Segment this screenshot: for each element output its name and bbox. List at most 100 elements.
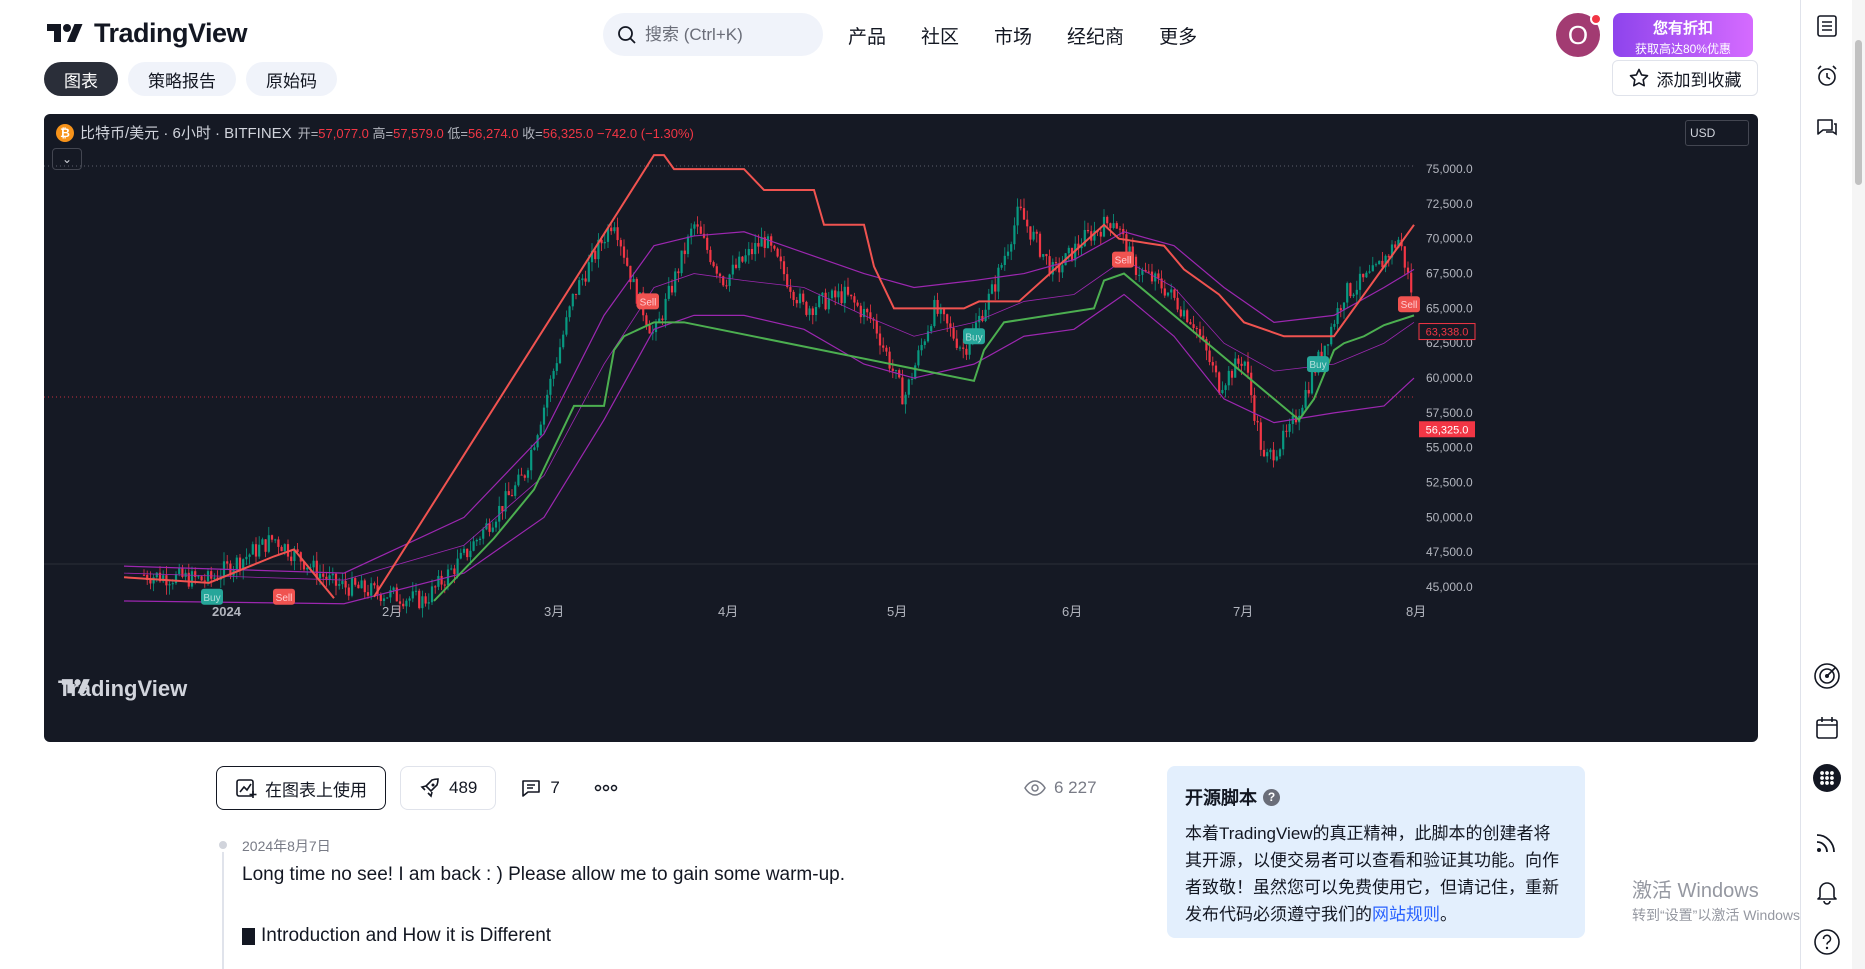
candle-body: [1112, 223, 1115, 229]
promo-button[interactable]: 您有折扣 获取高达80%优惠: [1613, 13, 1753, 57]
candle-body: [949, 323, 952, 328]
candle-body: [213, 577, 216, 579]
windows-activation-watermark: 激活 Windows 转到“设置”以激活 Windows。: [1632, 880, 1815, 923]
candle-body: [242, 559, 245, 570]
buy-signal-label: Buy: [965, 332, 982, 343]
candle-body: [1026, 219, 1029, 227]
candle-body: [597, 239, 600, 260]
candle-body: [693, 224, 696, 229]
search-input[interactable]: [645, 24, 795, 45]
candle-body: [472, 541, 475, 551]
ideas-stream-button[interactable]: [1813, 662, 1841, 690]
signals-button[interactable]: [1813, 828, 1841, 856]
candle-body: [238, 557, 242, 570]
tab-strategy-report[interactable]: 策略报告: [128, 62, 236, 96]
stop-up-line: [433, 272, 1415, 602]
candle-body: [1381, 260, 1384, 268]
comments-button[interactable]: 7: [510, 777, 569, 799]
add-to-favorites-button[interactable]: 添加到收藏: [1612, 60, 1758, 96]
chart-canvas[interactable]: 75,000.0 72,500.0 70,000.0 67,500.0 65,000.0…: [44, 114, 1758, 742]
candle-body: [542, 407, 546, 425]
price-tick-label: 70,000.0: [1426, 232, 1473, 246]
candle-body: [584, 278, 587, 282]
candle-body: [357, 584, 360, 589]
candle-body: [517, 474, 520, 486]
alerts-button[interactable]: [1813, 62, 1841, 90]
more-options-button[interactable]: [584, 783, 628, 793]
boost-button[interactable]: 489: [400, 766, 497, 810]
nav-brokers[interactable]: 经纪商: [1067, 27, 1125, 48]
price-chart[interactable]: 75,000.0 72,500.0 70,000.0 67,500.0 65,000.0…: [44, 114, 1758, 742]
search-box[interactable]: [603, 13, 823, 56]
sell-signal-marker: [1112, 251, 1134, 268]
calendar-button[interactable]: [1813, 714, 1841, 742]
help-icon[interactable]: ?: [1263, 788, 1280, 806]
candle-body: [1342, 302, 1346, 311]
candle-body: [1234, 358, 1237, 378]
open-source-title: 开源脚本 ?: [1185, 784, 1567, 810]
notifications-button[interactable]: [1813, 878, 1841, 906]
candle-body: [1272, 449, 1275, 461]
scrollbar-thumb[interactable]: [1855, 40, 1862, 185]
candle-body: [1128, 246, 1131, 256]
candle-body: [264, 539, 267, 552]
nav-markets[interactable]: 市场: [994, 27, 1033, 48]
use-on-chart-button[interactable]: 在图表上使用: [216, 766, 386, 810]
candle-body: [510, 495, 514, 497]
tab-source-code[interactable]: 原始码: [246, 62, 337, 96]
upper-band-line: [123, 231, 1415, 574]
candle-body: [312, 560, 315, 568]
buy-signal-label: Buy: [203, 593, 220, 604]
nav-products[interactable]: 产品: [848, 27, 887, 48]
candle-body: [1086, 229, 1090, 232]
candle-body: [530, 449, 533, 471]
candle-body: [1288, 423, 1291, 432]
candle-body: [1093, 230, 1096, 241]
candle-body: [178, 568, 181, 575]
candle-body: [1058, 263, 1061, 273]
currency-label[interactable]: USD: [1685, 120, 1749, 146]
more-dots-icon: [594, 784, 618, 792]
chats-button[interactable]: [1813, 114, 1841, 142]
candle-body: [744, 255, 747, 262]
help-center-button[interactable]: [1813, 928, 1841, 956]
candle-body: [190, 571, 194, 587]
candle-body: [1237, 358, 1240, 364]
candle-body: [533, 447, 536, 450]
target-icon: [1814, 663, 1840, 689]
page-scrollbar[interactable]: [1852, 0, 1865, 969]
candle-body: [1176, 297, 1179, 310]
candle-body: [878, 333, 882, 346]
candle-body: [1371, 265, 1374, 272]
candle-body: [283, 544, 286, 552]
candle-body: [475, 539, 478, 542]
tab-chart[interactable]: 图表: [44, 62, 118, 96]
candle-body: [389, 590, 392, 598]
candle-body: [1186, 310, 1189, 323]
site-rules-link[interactable]: 网站规则: [1372, 905, 1440, 924]
candle-body: [290, 556, 293, 562]
search-icon: [618, 25, 636, 44]
candle-body: [155, 572, 158, 578]
candle-body: [453, 568, 456, 575]
watchlist-button[interactable]: [1813, 12, 1841, 40]
nav-more[interactable]: 更多: [1159, 27, 1198, 48]
candle-body: [245, 556, 248, 560]
candle-body: [1173, 289, 1176, 298]
candle-body: [421, 596, 424, 609]
tradingview-logo-icon: [47, 23, 83, 42]
products-button[interactable]: [1813, 764, 1841, 792]
candle-body: [158, 572, 162, 582]
legend-collapse-button[interactable]: ⌄: [52, 148, 82, 170]
nav-community[interactable]: 社区: [921, 27, 960, 48]
script-tabs: 图表 策略报告 原始码: [44, 62, 337, 96]
candle-body: [1326, 344, 1330, 346]
candle-body: [766, 236, 770, 249]
tradingview-logo[interactable]: TradingView: [44, 18, 248, 49]
candle-body: [318, 573, 322, 579]
candle-body: [1253, 395, 1256, 421]
candle-body: [424, 596, 427, 604]
promo-subtitle: 获取高达80%优惠: [1634, 42, 1732, 56]
candle-body: [926, 331, 930, 342]
user-avatar[interactable]: O: [1556, 13, 1602, 57]
